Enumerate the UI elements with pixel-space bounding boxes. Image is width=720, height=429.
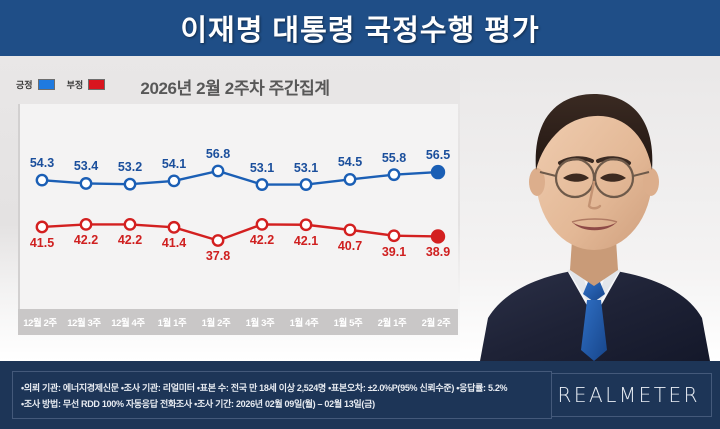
x-axis-tick-label: 1월 5주 bbox=[333, 318, 363, 329]
chart-legend: 긍정 부정 bbox=[16, 78, 106, 91]
series-points-positive bbox=[35, 164, 446, 191]
legend-label-negative: 부정 bbox=[66, 80, 84, 90]
series-line-positive bbox=[41, 169, 439, 186]
page-title: 이재명 대통령 국정수행 평가 bbox=[180, 15, 540, 47]
data-label: 42.2 bbox=[117, 233, 143, 248]
x-axis-labels: 12월 2주 12월 3주 12월 4주 1월 1주 1월 2주 1월 3주 1월 4주 1월… bbox=[18, 309, 458, 335]
legend-swatch-negative bbox=[88, 79, 106, 90]
x-axis-tick-label: 12월 2주 bbox=[23, 318, 57, 329]
data-point bbox=[255, 217, 269, 231]
data-point bbox=[430, 229, 446, 244]
data-label: 37.8 bbox=[205, 249, 231, 264]
data-label: 40.7 bbox=[337, 238, 363, 253]
data-label: 53.4 bbox=[73, 159, 99, 174]
data-label: 54.1 bbox=[161, 156, 187, 171]
data-label: 42.1 bbox=[293, 233, 319, 248]
data-label: 56.8 bbox=[205, 147, 231, 161]
data-label: 53.1 bbox=[249, 160, 275, 175]
data-point bbox=[35, 173, 49, 187]
data-label: 41.5 bbox=[29, 235, 55, 250]
data-point bbox=[430, 164, 446, 180]
data-label: 38.9 bbox=[425, 245, 451, 260]
footer-bar: •의뢰 기관: 에너지경제신문 •조사 기관: 리얼미터 •표본 수: 전국 만… bbox=[0, 361, 720, 429]
data-point bbox=[79, 177, 93, 190]
x-axis-tick-label: 1월 2주 bbox=[201, 318, 231, 329]
title-bar: 이재명 대통령 국정수행 평가 bbox=[0, 0, 720, 56]
series-line-negative bbox=[41, 223, 439, 242]
data-point bbox=[79, 217, 93, 231]
realmeter-logo: REALMETER bbox=[557, 383, 700, 407]
x-axis-tick-label: 2월 2주 bbox=[421, 318, 451, 329]
data-point bbox=[35, 220, 49, 234]
data-label: 55.8 bbox=[381, 150, 407, 165]
portrait-illustration bbox=[460, 50, 720, 361]
x-axis-tick-label: 12월 3주 bbox=[67, 318, 101, 329]
data-point bbox=[387, 168, 401, 182]
legend-item-negative: 부정 bbox=[67, 78, 106, 91]
legend-swatch-positive bbox=[37, 79, 55, 90]
data-label: 53.1 bbox=[293, 160, 319, 175]
data-point bbox=[211, 234, 225, 247]
data-label: 42.2 bbox=[73, 233, 99, 248]
data-label: 41.4 bbox=[161, 236, 187, 251]
data-point bbox=[123, 217, 137, 231]
data-label: 54.5 bbox=[337, 155, 363, 170]
data-point bbox=[387, 229, 401, 243]
data-point bbox=[167, 220, 181, 234]
chart-title: 2026년 2월 2주차 주간집계 bbox=[140, 79, 330, 98]
data-point bbox=[299, 218, 313, 232]
data-point bbox=[211, 164, 225, 178]
data-point bbox=[255, 178, 269, 191]
data-point bbox=[343, 223, 357, 237]
chart-plot-area: 54.3 53.4 53.2 54.1 56.8 53.1 53.1 54.5 55.8 56.5… bbox=[18, 104, 458, 309]
legend-item-positive: 긍정 bbox=[16, 78, 55, 91]
methodology-box: •의뢰 기관: 에너지경제신문 •조사 기관: 리얼미터 •표본 수: 전국 만… bbox=[12, 371, 552, 419]
x-axis-tick-label: 1월 1주 bbox=[157, 318, 187, 329]
data-label: 42.2 bbox=[249, 233, 275, 248]
brand-box bbox=[552, 373, 712, 417]
data-point bbox=[123, 177, 137, 191]
methodology-line-1: •의뢰 기관: 에너지경제신문 •조사 기관: 리얼미터 •표본 수: 전국 만… bbox=[21, 382, 508, 393]
legend-label-positive: 긍정 bbox=[16, 80, 33, 90]
x-axis-tick-label: 1월 4주 bbox=[289, 318, 319, 329]
president-portrait bbox=[460, 50, 720, 361]
x-axis-tick-label: 2월 1주 bbox=[377, 318, 407, 329]
data-label: 53.2 bbox=[117, 160, 143, 175]
data-point bbox=[343, 173, 357, 186]
chart-lines-svg bbox=[35, 164, 446, 247]
data-point bbox=[167, 174, 181, 188]
x-axis-tick-label: 12월 4주 bbox=[111, 318, 145, 329]
data-label: 54.3 bbox=[29, 156, 55, 171]
data-label: 56.5 bbox=[425, 148, 451, 163]
series-points-negative bbox=[35, 217, 446, 247]
data-point bbox=[299, 178, 313, 191]
methodology-line-2: •조사 방법: 무선 RDD 100% 자동응답 전화조사 •조사 기간: 20… bbox=[21, 398, 375, 409]
x-axis-tick-label: 1월 3주 bbox=[245, 318, 275, 329]
data-label: 39.1 bbox=[381, 244, 407, 259]
